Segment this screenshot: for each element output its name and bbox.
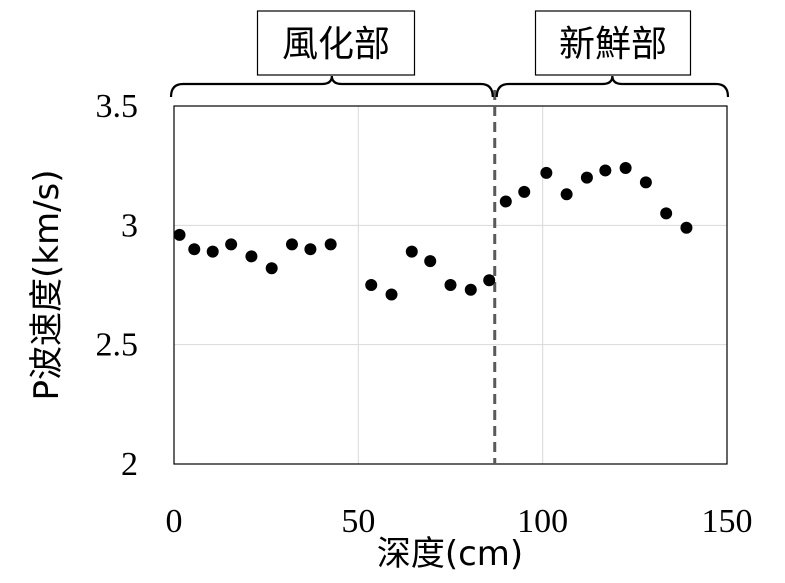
data-point: [324, 238, 337, 251]
data-point: [265, 262, 278, 275]
data-point: [424, 255, 437, 268]
x-tick-label: 150: [702, 503, 753, 540]
data-point: [660, 207, 673, 220]
data-point: [680, 221, 693, 234]
y-tick-labels: 2 2.5 3 3.5: [96, 88, 139, 483]
data-point: [405, 245, 418, 258]
data-point: [518, 185, 531, 198]
y-tick-label: 2.5: [96, 327, 139, 364]
data-point: [639, 176, 652, 189]
y-tick-label: 3.5: [96, 88, 139, 125]
data-point: [304, 243, 317, 256]
data-point: [206, 245, 219, 258]
zone-label: 新鮮部: [559, 24, 667, 65]
data-point: [365, 279, 378, 291]
data-point: [540, 166, 553, 179]
data-point: [599, 164, 612, 177]
data-point: [499, 195, 512, 208]
y-tick-label: 3: [121, 207, 138, 244]
y-tick-label: 2: [121, 446, 138, 483]
data-point: [580, 171, 593, 184]
plot-area: [173, 105, 728, 465]
data-point: [225, 238, 238, 251]
data-points: [173, 162, 693, 301]
data-point: [560, 188, 573, 201]
x-axis-label: 深度(cm): [377, 534, 523, 574]
data-point: [464, 283, 477, 296]
zone-label-box: [256, 10, 416, 76]
zone-brackets: 風化部 新鮮部: [169, 10, 730, 98]
zone-bracket: [495, 75, 730, 98]
data-point: [385, 288, 398, 301]
zone-label-box: [534, 10, 692, 76]
y-axis-label: P波速度(km/s): [27, 169, 67, 400]
x-tick-labels: 0 50 100 150: [166, 503, 753, 540]
data-point: [173, 228, 186, 241]
x-tick-label: 0: [166, 503, 183, 540]
data-point: [619, 162, 632, 175]
data-point: [444, 279, 457, 291]
data-point: [483, 274, 496, 287]
data-point: [188, 243, 201, 256]
x-tick-label: 50: [341, 503, 375, 540]
data-point: [245, 250, 258, 263]
zone-label: 風化部: [282, 24, 390, 65]
x-tick-label: 100: [517, 503, 568, 540]
data-point: [285, 238, 298, 251]
zone-bracket: [169, 75, 494, 98]
